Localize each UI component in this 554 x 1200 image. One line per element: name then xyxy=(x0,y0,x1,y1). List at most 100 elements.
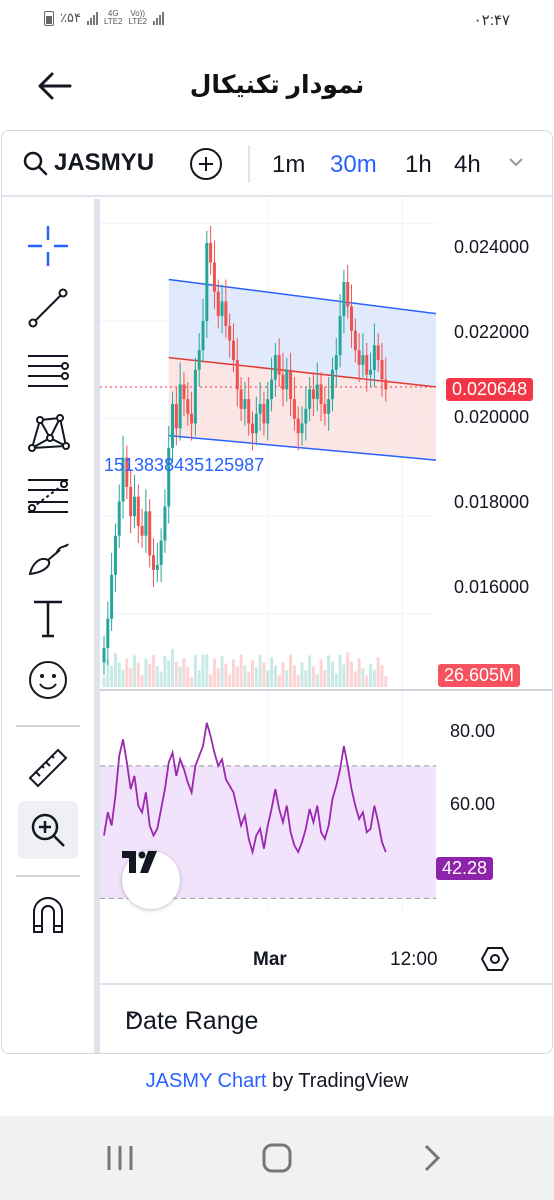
volume-bar xyxy=(148,663,152,687)
compare-add-button[interactable] xyxy=(190,148,222,180)
fib-tool[interactable] xyxy=(18,465,78,523)
back-button[interactable] xyxy=(32,66,80,106)
timeframe-1m[interactable]: 1m xyxy=(272,151,306,178)
status-icons: ٪۵۴ 4G LTE2 Vo)) LTE2 xyxy=(44,9,165,26)
rsi-value-tag: 42.28 xyxy=(436,857,494,880)
timeframe-30m[interactable]: 30m xyxy=(330,151,377,178)
candle-body xyxy=(117,501,121,536)
timeframe-4h[interactable]: 4h xyxy=(454,151,481,178)
candle-body xyxy=(380,360,384,380)
candle-body xyxy=(144,511,148,536)
timeframe-1h[interactable]: 1h xyxy=(405,151,432,178)
date-range-button[interactable]: Date Range xyxy=(125,1007,258,1036)
nav-back-button[interactable] xyxy=(412,1138,452,1178)
volume-bar xyxy=(171,648,175,687)
channel-mid-line xyxy=(168,356,437,388)
volume-bar xyxy=(247,671,251,687)
candle-body xyxy=(277,355,281,375)
home-button[interactable] xyxy=(257,1138,297,1178)
candle-body xyxy=(220,301,224,317)
volume-bar xyxy=(193,655,197,687)
status-time: ۰۲:۴۷ xyxy=(473,12,510,29)
volume-bar xyxy=(167,660,171,687)
volume-bar xyxy=(330,661,334,687)
candle-body xyxy=(304,408,308,424)
candle-body xyxy=(167,447,171,507)
chart-area[interactable]: 0.024000 0.022000 0.020000 0.018000 0.01… xyxy=(94,199,552,1053)
brush-tool[interactable] xyxy=(18,527,78,585)
candle-body xyxy=(148,511,152,556)
volume-bar xyxy=(136,662,140,687)
page-title: نمودار تکنیکال xyxy=(189,71,365,99)
candle-body xyxy=(338,316,342,356)
volume-bar xyxy=(224,663,228,687)
chart-link[interactable]: JASMY Chart xyxy=(145,1070,267,1092)
crosshair-tool[interactable] xyxy=(18,217,78,275)
volume-bar xyxy=(353,671,357,687)
horizontal-lines-icon xyxy=(28,355,69,387)
volume-bar xyxy=(292,665,296,687)
emoji-icon xyxy=(29,661,67,699)
candle-body xyxy=(140,525,144,536)
recents-button[interactable] xyxy=(100,1138,140,1178)
candle-body xyxy=(319,384,323,404)
candle-body xyxy=(155,565,159,570)
drawing-annotation[interactable]: 1513838435125987 xyxy=(104,455,265,475)
ruler-tool[interactable] xyxy=(18,739,78,797)
volume-bar xyxy=(228,674,232,687)
horizontal-lines-tool[interactable] xyxy=(18,341,78,399)
candle-body xyxy=(121,457,125,502)
trend-line-icon xyxy=(28,288,68,328)
candle-body xyxy=(285,369,289,390)
more-timeframes-button[interactable] xyxy=(507,153,525,176)
candle-body xyxy=(353,330,357,351)
volume-bar xyxy=(235,666,239,687)
volume-bar xyxy=(132,655,136,687)
search-icon xyxy=(23,151,48,176)
chart-settings-button[interactable] xyxy=(480,944,510,974)
recents-icon xyxy=(107,1146,133,1170)
volume-bar xyxy=(216,668,220,687)
volume-bar xyxy=(380,665,384,687)
volume-bar xyxy=(178,666,182,687)
candle-body xyxy=(296,418,300,434)
volume-bar xyxy=(262,662,266,687)
zoom-in-tool[interactable] xyxy=(18,801,78,859)
candle-body xyxy=(201,321,205,351)
symbol-search-button[interactable]: JASMYU xyxy=(22,149,154,177)
volume-bar xyxy=(376,657,380,687)
emoji-tool[interactable] xyxy=(18,651,78,709)
candle-body xyxy=(365,355,369,375)
tools-divider xyxy=(16,725,80,727)
chart-toolbar: JASMYU 1m 30m 1h 4h xyxy=(2,131,552,197)
candle-body xyxy=(125,457,129,487)
candle-body xyxy=(235,360,239,390)
candle-body xyxy=(205,242,209,321)
volume-bar xyxy=(254,667,258,687)
battery-icon xyxy=(44,10,54,26)
volume-bar xyxy=(144,658,148,687)
candle-body xyxy=(216,291,220,317)
volume-bar xyxy=(346,652,350,687)
volume-bar xyxy=(182,658,186,687)
candle-body xyxy=(372,345,376,370)
volume-bar xyxy=(201,654,205,687)
candle-body xyxy=(311,389,315,400)
candle-body xyxy=(357,350,361,365)
magnet-tool[interactable] xyxy=(18,885,78,943)
candle-body xyxy=(182,384,186,400)
candle-body xyxy=(342,281,346,317)
candle-body xyxy=(197,350,201,370)
volte-indicator: Vo)) LTE2 xyxy=(128,9,148,26)
candle-body xyxy=(228,325,232,341)
trend-line-tool[interactable] xyxy=(18,279,78,337)
pattern-icon xyxy=(28,414,70,452)
tradingview-logo[interactable] xyxy=(122,851,180,909)
text-tool[interactable] xyxy=(18,589,78,647)
volume-bar xyxy=(102,676,106,687)
candle-body xyxy=(289,369,293,400)
candle-body xyxy=(315,384,319,400)
pattern-tool[interactable] xyxy=(18,403,78,461)
price-axis-label: 0.022000 xyxy=(454,322,530,342)
signal-icon xyxy=(86,11,98,25)
